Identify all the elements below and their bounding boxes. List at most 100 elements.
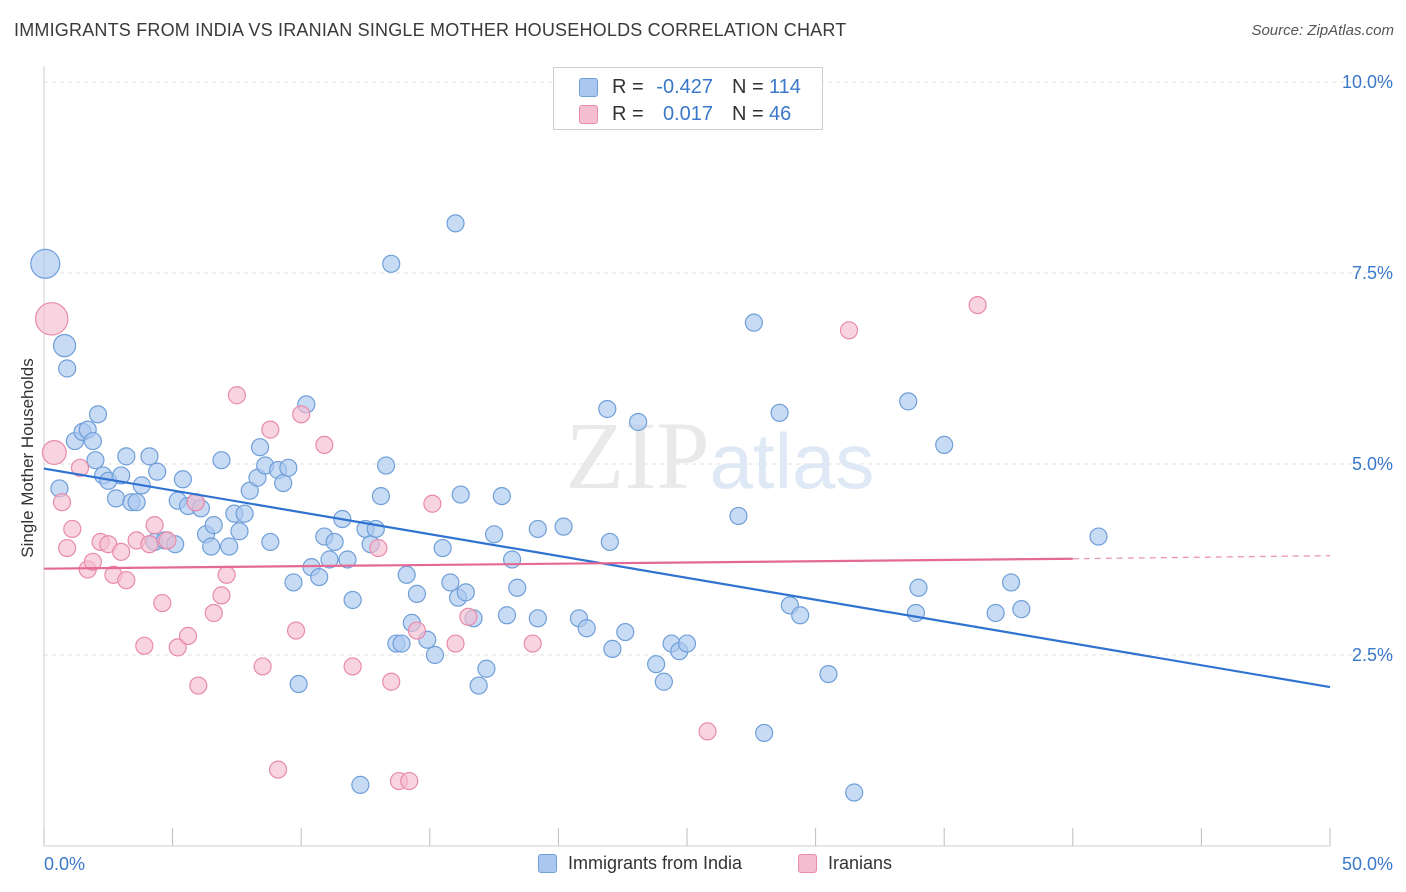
iranian-point [369,538,388,558]
india-point [30,248,61,279]
iranian-point [292,405,311,424]
legend-label: Iranians [828,853,893,873]
india-point [577,619,596,638]
iranian-swatch [579,105,598,124]
iranian-point [968,295,987,315]
india-point [654,672,673,691]
india-point [274,474,293,493]
india-point [351,775,370,794]
iranian-point [52,493,72,512]
iranian-point [140,535,159,554]
india-point [845,783,864,802]
india-point [554,517,573,536]
india-point [909,578,928,597]
iranian-point [286,621,306,640]
india-point [451,485,470,504]
india-point [629,412,648,432]
iranian-point [178,626,198,646]
india-point [528,609,547,628]
india-point [497,606,517,625]
iranian-point [217,565,236,584]
india-swatch [538,854,557,873]
india-point [376,456,396,475]
india-swatch [579,78,598,97]
r-value: 0.017 [662,103,713,125]
india-point [117,447,136,466]
india-point [508,578,527,597]
iranian-point [839,321,859,340]
y-tick-label: 5.0% [1352,454,1393,474]
iranian-trend-extension [1072,555,1331,560]
india-point [127,493,146,512]
india-point [729,506,748,526]
india-point [204,516,223,535]
grid-lines [44,81,1392,656]
india-point [320,550,339,569]
iranian-point [268,760,288,779]
india-point [598,399,617,419]
india-point [1089,527,1108,546]
iranian-point [227,386,246,405]
iranian-point [70,458,90,477]
y-tick-label: 2.5% [1352,645,1393,665]
india-point [212,451,231,470]
india-point [986,603,1005,623]
india-point [425,645,445,665]
iranian-point [382,672,401,691]
india-point [338,550,357,569]
india-point [469,676,488,695]
india-point [343,590,362,610]
india-point [106,489,126,508]
india-point [503,550,522,569]
chart-title: IMMIGRANTS FROM INDIA VS IRANIAN SINGLE … [14,20,847,40]
india-point [456,583,475,602]
india-point [397,565,416,584]
india-trend-line [43,467,1331,689]
india-point [83,431,102,451]
india-point [325,532,344,552]
india-point [250,438,270,457]
india-point [446,214,465,233]
india-point [1001,573,1021,592]
india-point [677,634,697,653]
r-label: R = [612,103,644,125]
y-tick-label: 10.0% [1342,72,1393,92]
india-point [616,622,635,642]
india-point [647,655,666,674]
india-point [279,458,298,477]
data-points [30,214,1108,802]
india-point [88,405,108,424]
x-tick-label: 50.0% [1342,854,1393,874]
iranian-point [400,771,419,791]
india-point [284,573,303,592]
india-point [600,532,619,552]
iranian-point [212,586,231,605]
india-point [261,532,280,552]
india-point [407,584,427,603]
iranian-point [135,636,154,655]
india-point [140,447,159,466]
x-tick-label: 0.0% [44,854,85,874]
india-point [492,486,511,506]
india-point [289,674,308,694]
india-point [744,313,763,332]
iranian-point [459,607,478,626]
legend-label: Immigrants from India [568,853,743,873]
watermark: ZIPatlas [566,402,875,509]
india-point [935,435,954,454]
india-point [899,392,918,411]
india-point [235,504,254,523]
iranian-point [204,603,223,623]
iranian-point [315,435,334,454]
india-point [202,537,221,556]
iranian-point [34,302,69,336]
india-point [173,470,192,489]
iranian-swatch [798,854,817,873]
y-tick-label: 7.5% [1352,263,1393,283]
iranian-point [446,634,465,653]
n-label: N = [732,76,764,98]
india-point [477,659,496,678]
india-point [603,639,622,658]
india-point [112,466,131,485]
